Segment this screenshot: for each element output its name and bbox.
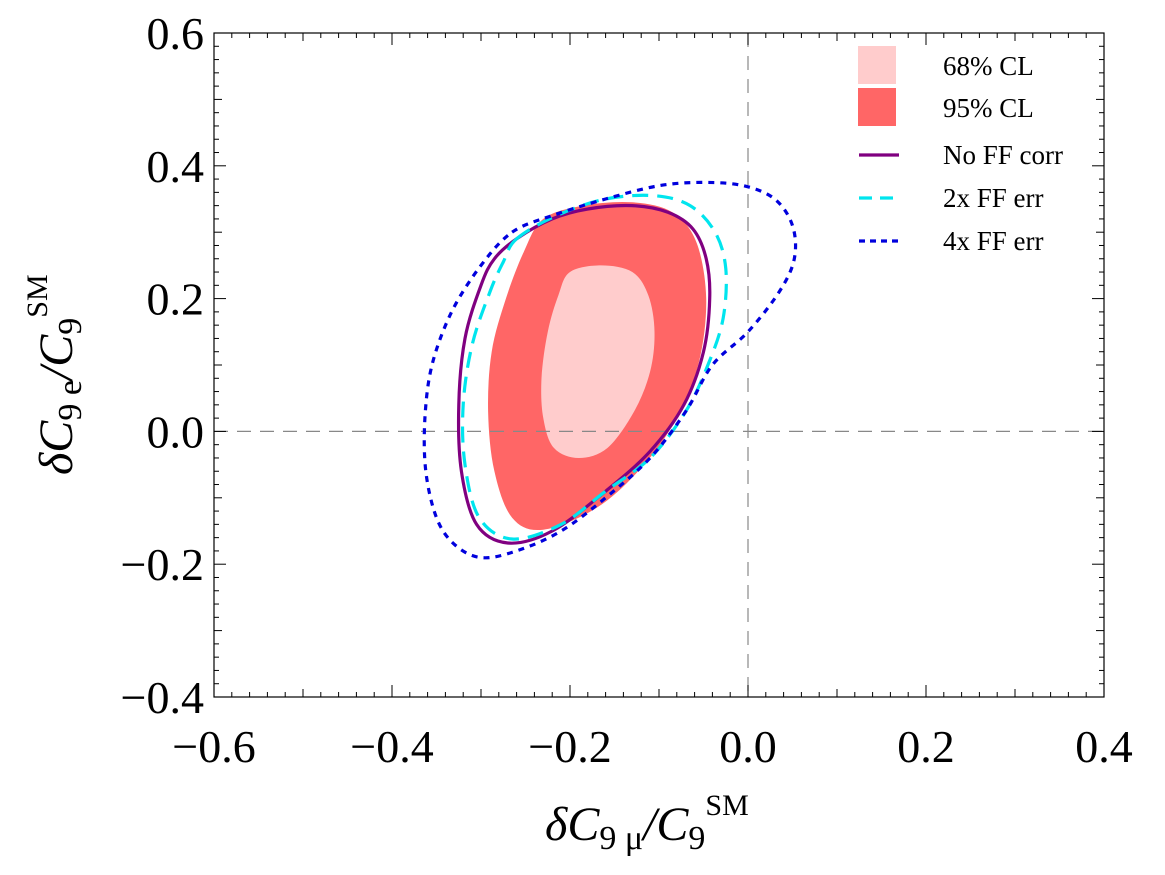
y-tick-label: 0.0 <box>147 406 205 457</box>
region-68-cl <box>541 265 655 458</box>
legend-swatch-95-cl <box>858 88 896 126</box>
legend-label-no-ff-corr: No FF corr <box>943 140 1063 170</box>
legend: 68% CL 95% CL No FF corr 2x FF err 4x FF err <box>858 46 1063 256</box>
x-tick-label: −0.2 <box>528 721 611 772</box>
axis-ticks <box>213 32 1105 698</box>
y-axis-label: δC9 e/C9SM <box>21 274 89 475</box>
contour-curves <box>422 180 798 560</box>
tick-labels: −0.6 −0.4 −0.2 0.0 0.2 0.4−0.4−0.20.00.20.40.… <box>121 8 1133 772</box>
legend-label-4x-ff-err: 4x FF err <box>943 226 1044 256</box>
x-tick-label: −0.4 <box>350 721 433 772</box>
x-tick-label: 0.2 <box>897 721 955 772</box>
y-tick-label: −0.2 <box>121 539 204 590</box>
legend-label-68-cl: 68% CL <box>943 51 1034 81</box>
y-tick-label: 0.2 <box>147 274 205 325</box>
legend-label-95-cl: 95% CL <box>943 93 1034 123</box>
curve-no-ff-corr <box>456 203 712 545</box>
y-tick-label: 0.6 <box>147 8 205 59</box>
x-tick-label: 0.4 <box>1075 721 1133 772</box>
curve-2x-ff-err <box>460 193 728 541</box>
reference-lines <box>214 33 1104 697</box>
x-axis-label: δC9 μ/C9SM <box>545 789 749 857</box>
y-tick-label: 0.4 <box>147 141 205 192</box>
x-tick-label: 0.0 <box>719 721 777 772</box>
legend-swatch-68-cl <box>858 46 896 84</box>
legend-label-2x-ff-err: 2x FF err <box>943 183 1044 213</box>
y-tick-label: −0.4 <box>121 672 204 723</box>
x-tick-label: −0.6 <box>172 721 255 772</box>
